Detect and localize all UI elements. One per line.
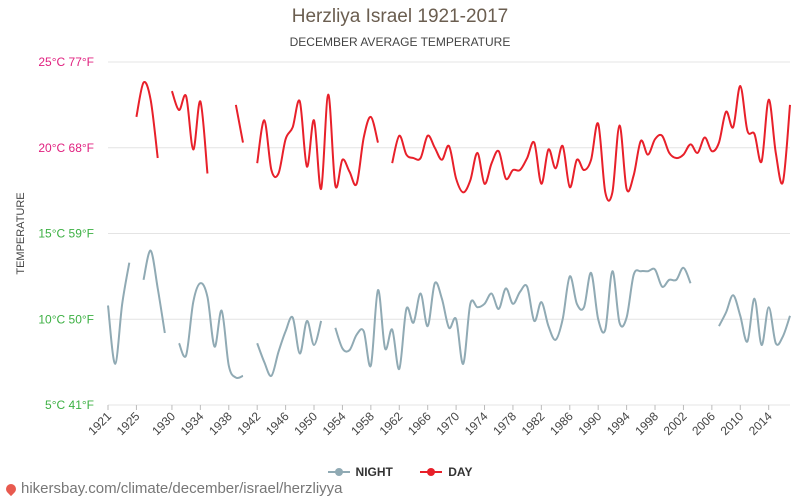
series-line-segment: [170, 90, 209, 174]
series-line-segment: [718, 294, 791, 346]
series-line-segment: [334, 266, 692, 370]
legend-label-day: DAY: [448, 465, 473, 479]
series-line-segment: [178, 282, 244, 380]
x-tick-label: 1950: [291, 409, 320, 438]
series-line-segment: [256, 93, 379, 190]
x-tick-label: 1994: [604, 409, 633, 438]
series-line-segment: [107, 262, 131, 365]
legend-item-night[interactable]: NIGHT: [327, 465, 393, 479]
x-tick-label: 1925: [114, 409, 143, 438]
x-tick-label: 1990: [576, 409, 605, 438]
x-tick-label: 1974: [462, 409, 491, 438]
x-tick-label: 2010: [718, 409, 747, 438]
legend-item-day[interactable]: DAY: [420, 465, 472, 479]
x-tick-label: 1954: [320, 409, 349, 438]
series-line-segment: [256, 315, 323, 377]
x-tick-label: 1998: [632, 409, 661, 438]
y-tick-label: 10°C 50°F: [38, 312, 94, 326]
x-tick-label: 2002: [661, 409, 690, 438]
x-tick-label: 1962: [377, 409, 406, 438]
series-line-segment: [142, 249, 166, 334]
source-link[interactable]: hikersbay.com/climate/december/israel/he…: [3, 480, 343, 497]
source-url: hikersbay.com/climate/december/israel/he…: [21, 480, 343, 497]
series-day: [135, 80, 791, 202]
y-tick-label: 5°C 41°F: [45, 398, 94, 412]
legend-swatch-night: [327, 468, 350, 476]
legend-swatch-day: [420, 468, 443, 476]
chart-legend: NIGHT DAY: [0, 462, 800, 479]
x-tick-label: 1958: [348, 409, 377, 438]
x-tick-label: 1934: [178, 409, 207, 438]
series-night: [107, 249, 791, 380]
y-tick-label: 20°C 68°F: [38, 141, 94, 155]
x-tick-label: 1982: [519, 409, 548, 438]
y-axis-label: TEMPERATURE: [15, 192, 27, 274]
y-tick-label: 15°C 59°F: [38, 227, 94, 241]
x-tick-label: 1938: [206, 409, 235, 438]
x-tick-label: 1942: [235, 409, 264, 438]
x-tick-label: 1978: [490, 409, 519, 438]
legend-label-night: NIGHT: [355, 465, 393, 479]
series-line-segment: [135, 80, 159, 159]
chart-title: Herzliya Israel 1921-2017: [291, 6, 509, 27]
series-line-segment: [234, 104, 244, 143]
y-tick-label: 25°C 77°F: [38, 55, 94, 69]
x-tick-label: 1966: [405, 409, 434, 438]
x-tick-label: 1986: [547, 409, 576, 438]
x-tick-label: 1946: [263, 409, 292, 438]
chart-subtitle: DECEMBER AVERAGE TEMPERATURE: [289, 35, 511, 49]
x-tick-label: 1921: [85, 409, 114, 438]
x-tick-label: 2014: [746, 409, 775, 438]
x-tick-label: 1970: [433, 409, 462, 438]
location-pin-icon: [3, 481, 19, 496]
x-tick-label: 2006: [689, 409, 718, 438]
x-tick-label: 1930: [149, 409, 178, 438]
series-line-segment: [391, 85, 791, 202]
